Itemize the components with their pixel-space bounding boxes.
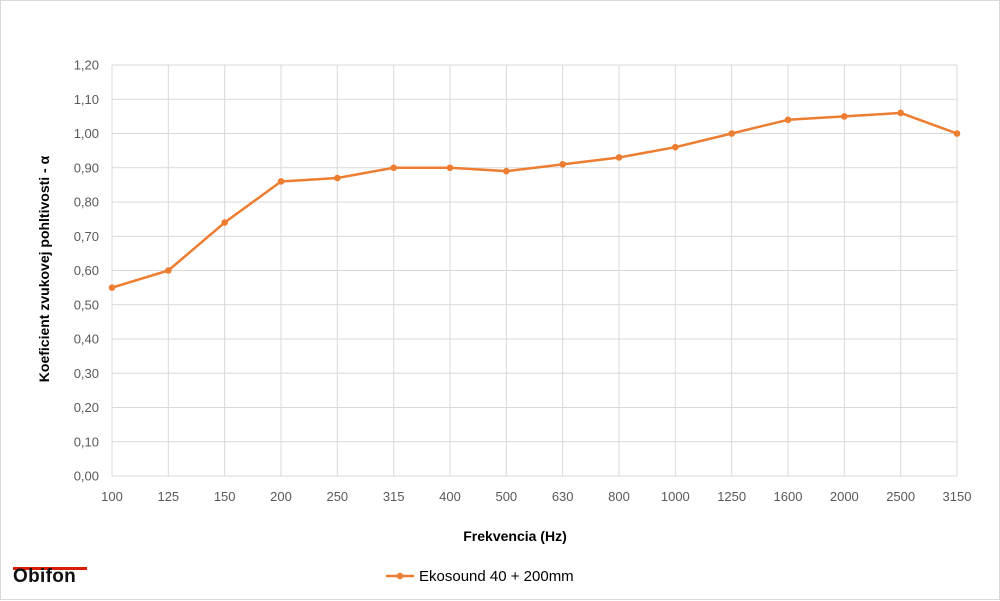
y-tick-label: 0,80 xyxy=(74,195,99,210)
x-axis-title: Frekvencia (Hz) xyxy=(463,528,566,544)
data-point xyxy=(615,154,623,161)
obifon-logo: Obifon xyxy=(13,566,77,587)
y-tick-label: 0,40 xyxy=(74,332,99,347)
data-point xyxy=(390,164,397,172)
x-tick-label: 3150 xyxy=(943,489,972,504)
data-point xyxy=(165,267,172,274)
data-point xyxy=(672,143,679,151)
x-tick-label: 250 xyxy=(326,489,348,504)
y-tick-label: 1,10 xyxy=(74,92,99,107)
y-tick-label: 0,10 xyxy=(74,434,99,449)
y-tick-label: 1,00 xyxy=(74,126,99,141)
data-point xyxy=(784,116,792,124)
data-point xyxy=(953,130,961,137)
y-tick-label: 0,00 xyxy=(74,469,99,484)
y-tick-label: 0,70 xyxy=(74,229,99,244)
x-tick-label: 200 xyxy=(270,489,292,504)
y-tick-labels: 0,00 0,10 0,20 0,30 0,40 0,50 0,60 0,70 0,80 0,90… xyxy=(74,58,99,484)
x-tick-label: 500 xyxy=(495,489,517,504)
x-tick-label: 315 xyxy=(383,489,405,504)
y-tick-label: 0,60 xyxy=(74,263,99,278)
data-point xyxy=(897,109,904,117)
x-tick-label: 400 xyxy=(439,489,461,504)
x-tick-label: 800 xyxy=(608,489,630,504)
data-point xyxy=(728,130,735,137)
data-point xyxy=(277,178,285,185)
y-tick-label: 0,90 xyxy=(74,160,99,175)
x-tick-label: 125 xyxy=(157,489,179,504)
y-tick-label: 1,20 xyxy=(74,58,99,73)
x-tick-label: 1000 xyxy=(661,489,690,504)
series-layer xyxy=(108,109,961,291)
x-tick-label: 630 xyxy=(552,489,574,504)
data-point xyxy=(446,164,454,172)
y-axis-title: Koeficient zvukovej pohltivosti - α xyxy=(36,155,52,382)
x-tick-label: 1600 xyxy=(774,489,803,504)
data-point xyxy=(503,167,510,175)
y-tick-label: 0,30 xyxy=(74,366,99,381)
gridlines xyxy=(111,64,958,477)
legend: Ekosound 40 + 200mm xyxy=(386,568,574,585)
x-tick-label: 100 xyxy=(101,489,123,504)
data-point xyxy=(559,161,566,168)
legend-marker xyxy=(396,572,404,580)
data-point xyxy=(108,284,116,291)
x-tick-label: 2500 xyxy=(886,489,915,504)
data-point xyxy=(334,174,341,182)
logo-accent-bar xyxy=(13,567,87,570)
data-point xyxy=(841,113,848,120)
series-line xyxy=(111,111,958,289)
y-tick-label: 0,20 xyxy=(74,400,99,415)
x-tick-label: 2000 xyxy=(830,489,859,504)
legend-label: Ekosound 40 + 200mm xyxy=(419,568,574,585)
x-tick-labels: 100 125 150 200 250 315 400 500 630 800 1000 1250 16… xyxy=(101,489,971,504)
x-tick-label: 150 xyxy=(214,489,236,504)
data-point xyxy=(221,219,228,226)
y-tick-label: 0,50 xyxy=(74,297,99,312)
x-tick-label: 1250 xyxy=(717,489,746,504)
